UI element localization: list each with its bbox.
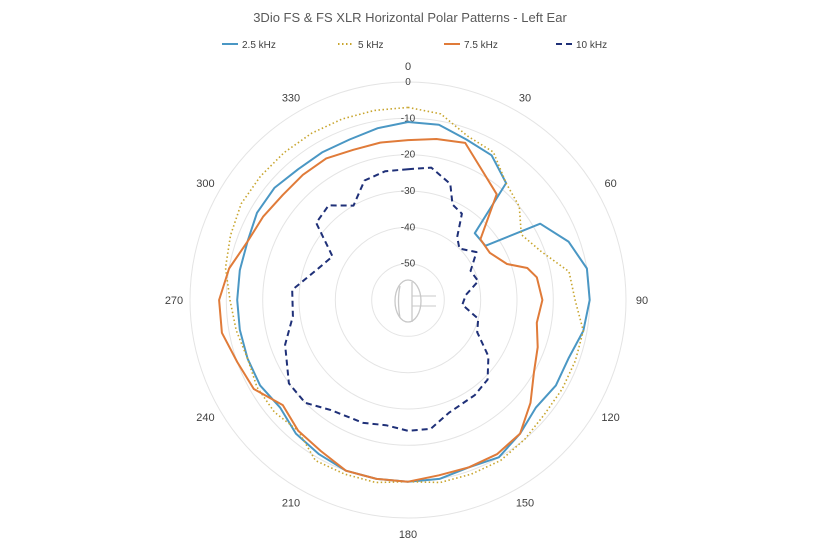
radial-tick-label: -40 <box>401 222 416 233</box>
radial-tick-label: -20 <box>401 150 416 161</box>
angle-tick-label: 180 <box>399 529 417 541</box>
grid-ring <box>371 263 445 337</box>
angle-tick-label: 60 <box>604 178 616 190</box>
angle-tick-label: 0 <box>405 61 411 73</box>
chart-title: 3Dio FS & FS XLR Horizontal Polar Patter… <box>253 10 567 25</box>
radial-tick-label: -50 <box>401 259 416 270</box>
angle-tick-label: 270 <box>165 295 183 307</box>
series-line <box>284 166 490 432</box>
angle-tick-label: 210 <box>282 498 300 510</box>
radial-tick-label: -30 <box>401 186 416 197</box>
radial-tick-label: 0 <box>405 77 411 88</box>
grid-ring <box>262 154 554 446</box>
radial-tick-label: -10 <box>401 113 416 124</box>
series-line <box>218 138 544 483</box>
legend-label: 2.5 kHz <box>242 40 276 51</box>
angle-tick-label: 240 <box>196 412 214 424</box>
grid-ring <box>334 226 482 374</box>
grid-ring <box>189 81 627 519</box>
angle-tick-label: 150 <box>516 498 534 510</box>
angle-tick-label: 90 <box>636 295 648 307</box>
head-diagram-icon <box>394 279 436 323</box>
series-group <box>218 106 591 484</box>
angle-tick-label: 120 <box>601 412 619 424</box>
legend-label: 7.5 kHz <box>464 40 498 51</box>
angle-tick-label: 330 <box>282 92 300 104</box>
series-line <box>224 106 585 484</box>
legend-label: 5 kHz <box>358 40 384 51</box>
angular-axis-labels: 0 30 60 90 120 150 180 210 240 270 300 330 <box>165 61 648 541</box>
grid-ring <box>298 190 518 410</box>
polar-grid <box>189 81 627 519</box>
legend: 2.5 kHz 5 kHz 7.5 kHz 10 kHz <box>222 40 607 51</box>
angle-tick-label: 30 <box>519 92 531 104</box>
series-line <box>236 121 591 483</box>
legend-label: 10 kHz <box>576 40 607 51</box>
radial-axis-labels: 0 -10 -20 -30 -40 -50 <box>401 77 416 270</box>
angle-tick-label: 300 <box>196 178 214 190</box>
